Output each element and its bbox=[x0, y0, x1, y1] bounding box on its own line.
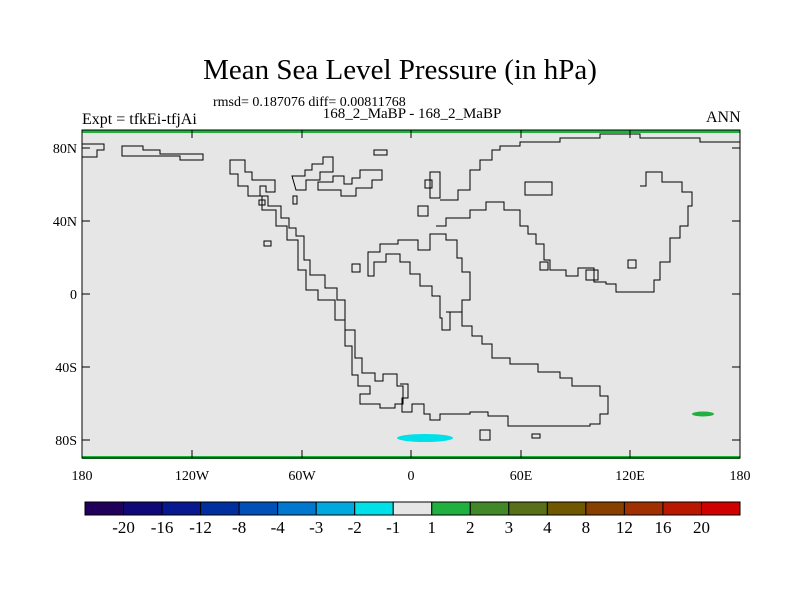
colorbar-label: 12 bbox=[616, 518, 633, 537]
colorbar-label: -20 bbox=[112, 518, 135, 537]
coastlines bbox=[82, 133, 740, 441]
colorbar: -20 -16 -12 -8 -4 -3 -2 -1 1 2 3 4 8 12 16 20 bbox=[84, 501, 741, 537]
experiment-label: Expt = tfkEi-tfjAi bbox=[82, 111, 197, 128]
map-title: Mean Sea Level Pressure (in hPa) bbox=[203, 54, 597, 86]
colorbar-label: 16 bbox=[654, 518, 671, 537]
colorbar-label: 20 bbox=[693, 518, 710, 537]
colorbar-label: -2 bbox=[348, 518, 362, 537]
colorbar-label: 3 bbox=[505, 518, 514, 537]
colorbar-swatch bbox=[662, 501, 702, 516]
colorbar-swatch bbox=[161, 501, 202, 516]
colorbar-swatch bbox=[277, 501, 317, 516]
colorbar-swatch bbox=[546, 501, 587, 516]
colorbar-swatch bbox=[623, 501, 664, 516]
colorbar-swatch bbox=[123, 501, 163, 516]
colorbar-label: 8 bbox=[582, 518, 591, 537]
colorbar-swatch bbox=[354, 501, 394, 516]
colorbar-swatch bbox=[84, 501, 125, 516]
x-tick-label: 60E bbox=[510, 469, 533, 484]
colorbar-label: -4 bbox=[271, 518, 286, 537]
negative-anomaly-blob bbox=[397, 434, 453, 442]
colorbar-swatch bbox=[238, 501, 279, 516]
colorbar-label: -12 bbox=[189, 518, 212, 537]
colorbar-swatch bbox=[508, 501, 548, 516]
x-tick-label: 180 bbox=[72, 469, 93, 484]
x-tick-label: 60W bbox=[288, 469, 316, 484]
colorbar-swatch bbox=[200, 501, 240, 516]
x-tick-label: 120W bbox=[175, 469, 210, 484]
colorbar-label: -16 bbox=[151, 518, 174, 537]
colorbar-swatch bbox=[469, 501, 510, 516]
y-tick-label: 0 bbox=[70, 288, 77, 303]
colorbar-swatch bbox=[315, 501, 356, 516]
x-tick-label: 120E bbox=[615, 469, 645, 484]
colorbar-label: -8 bbox=[232, 518, 246, 537]
map-background bbox=[82, 130, 740, 458]
stats-line: rmsd= 0.187076 diff= 0.00811768 bbox=[213, 95, 406, 110]
x-tick-label: 180 bbox=[730, 469, 751, 484]
colorbar-label: -1 bbox=[386, 518, 400, 537]
x-tick-marks bbox=[81, 130, 741, 458]
x-tick-label: 0 bbox=[408, 469, 415, 484]
colorbar-label: -3 bbox=[309, 518, 323, 537]
season-label: ANN bbox=[706, 109, 741, 126]
y-tick-label: 80S bbox=[55, 434, 77, 449]
colorbar-swatch bbox=[392, 501, 433, 516]
colorbar-swatch bbox=[700, 501, 741, 516]
positive-anomaly-blob bbox=[692, 411, 714, 417]
y-tick-label: 40S bbox=[55, 361, 77, 376]
colorbar-label: 1 bbox=[428, 518, 437, 537]
y-tick-marks bbox=[82, 147, 740, 441]
colorbar-swatch bbox=[585, 501, 625, 516]
y-tick-label: 80N bbox=[53, 142, 77, 157]
colorbar-swatch bbox=[431, 501, 471, 516]
colorbar-label: 2 bbox=[466, 518, 475, 537]
y-tick-label: 40N bbox=[53, 215, 77, 230]
map-subtitle: 168_2_MaBP - 168_2_MaBP bbox=[322, 106, 502, 122]
colorbar-label: 4 bbox=[543, 518, 552, 537]
